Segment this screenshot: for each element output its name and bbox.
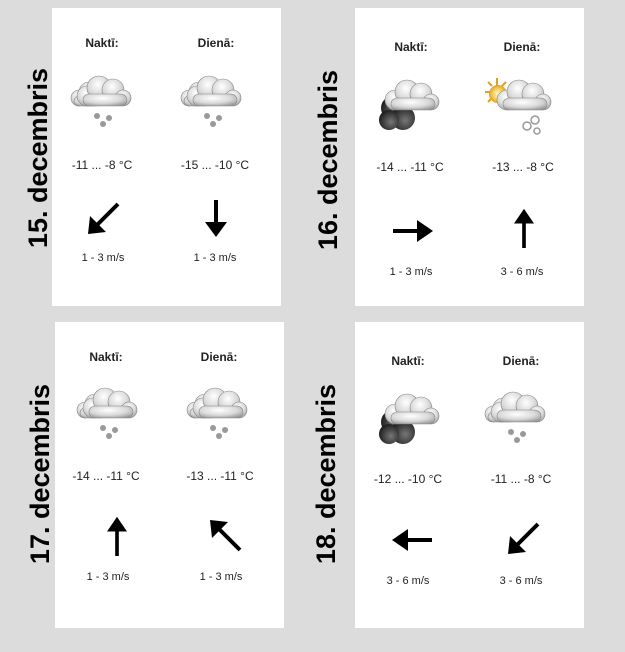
night-wind: 1 - 3 m/s bbox=[81, 252, 125, 264]
arrow-up-icon bbox=[514, 208, 534, 248]
cloud-snow-icon bbox=[180, 75, 242, 127]
night-temperature: -14 ... -11 °C bbox=[72, 469, 140, 483]
night-wind: 3 - 6 m/s bbox=[386, 575, 430, 587]
night-wind: 1 - 3 m/s bbox=[86, 571, 130, 583]
dark-cloud-icon bbox=[379, 393, 440, 444]
date-label: 18. decembris bbox=[311, 383, 341, 565]
day-temperature: -15 ... -10 °C bbox=[180, 158, 250, 172]
arrow-down-icon bbox=[205, 200, 227, 237]
night-temperature: -11 ... -8 °C bbox=[71, 158, 133, 172]
day-label: Dienā: bbox=[503, 40, 541, 54]
night-temperature: -12 ... -10 °C bbox=[373, 472, 443, 486]
cloud-snow-icon bbox=[70, 75, 132, 127]
day-panel-2: Naktī: Dienā: -14 ... -11 °C -13 ... -8 … bbox=[355, 8, 584, 306]
day-temperature: -13 ... -11 °C bbox=[186, 469, 254, 483]
day-panel-1: Naktī: Dienā: -11 ... -8 °C -15 ... -10 … bbox=[52, 8, 281, 306]
arrow-left-icon bbox=[392, 529, 432, 551]
day-temperature: -11 ... -8 °C bbox=[490, 472, 552, 486]
night-temperature: -14 ... -11 °C bbox=[376, 160, 444, 174]
arrow-down-left-icon bbox=[508, 522, 540, 554]
night-wind: 1 - 3 m/s bbox=[389, 266, 433, 278]
day-label: Dienā: bbox=[197, 36, 235, 50]
dark-cloud-icon bbox=[379, 79, 440, 130]
arrow-down-left-icon bbox=[88, 202, 120, 234]
arrow-up-left-icon bbox=[210, 520, 242, 552]
day-label: Dienā: bbox=[200, 350, 238, 364]
arrow-up-icon bbox=[107, 516, 127, 556]
day-temperature: -13 ... -8 °C bbox=[492, 160, 554, 174]
day-wind: 1 - 3 m/s bbox=[199, 571, 243, 583]
day-label: Dienā: bbox=[502, 354, 540, 368]
cloud-snow-icon bbox=[76, 387, 138, 439]
cloud-snow-icon bbox=[484, 391, 546, 443]
day-wind: 3 - 6 m/s bbox=[500, 266, 544, 278]
night-label: Naktī: bbox=[85, 36, 119, 50]
day-panel-3: Naktī: Dienā: -14 ... -11 °C -13 ... -11… bbox=[55, 322, 284, 628]
day-wind: 1 - 3 m/s bbox=[193, 252, 237, 264]
day-wind: 3 - 6 m/s bbox=[499, 575, 543, 587]
date-label: 15. decembris bbox=[23, 67, 53, 249]
night-label: Naktī: bbox=[89, 350, 123, 364]
night-label: Naktī: bbox=[391, 354, 425, 368]
cloud-snow-icon bbox=[186, 387, 248, 439]
arrow-right-icon bbox=[393, 220, 433, 242]
night-label: Naktī: bbox=[394, 40, 428, 54]
date-label: 16. decembris bbox=[313, 69, 343, 251]
sun-cloud-snow-icon bbox=[485, 78, 552, 135]
date-label: 17. decembris bbox=[25, 383, 55, 565]
day-panel-4: Naktī: Dienā: -12 ... -10 °C -11 ... -8 … bbox=[355, 322, 584, 628]
